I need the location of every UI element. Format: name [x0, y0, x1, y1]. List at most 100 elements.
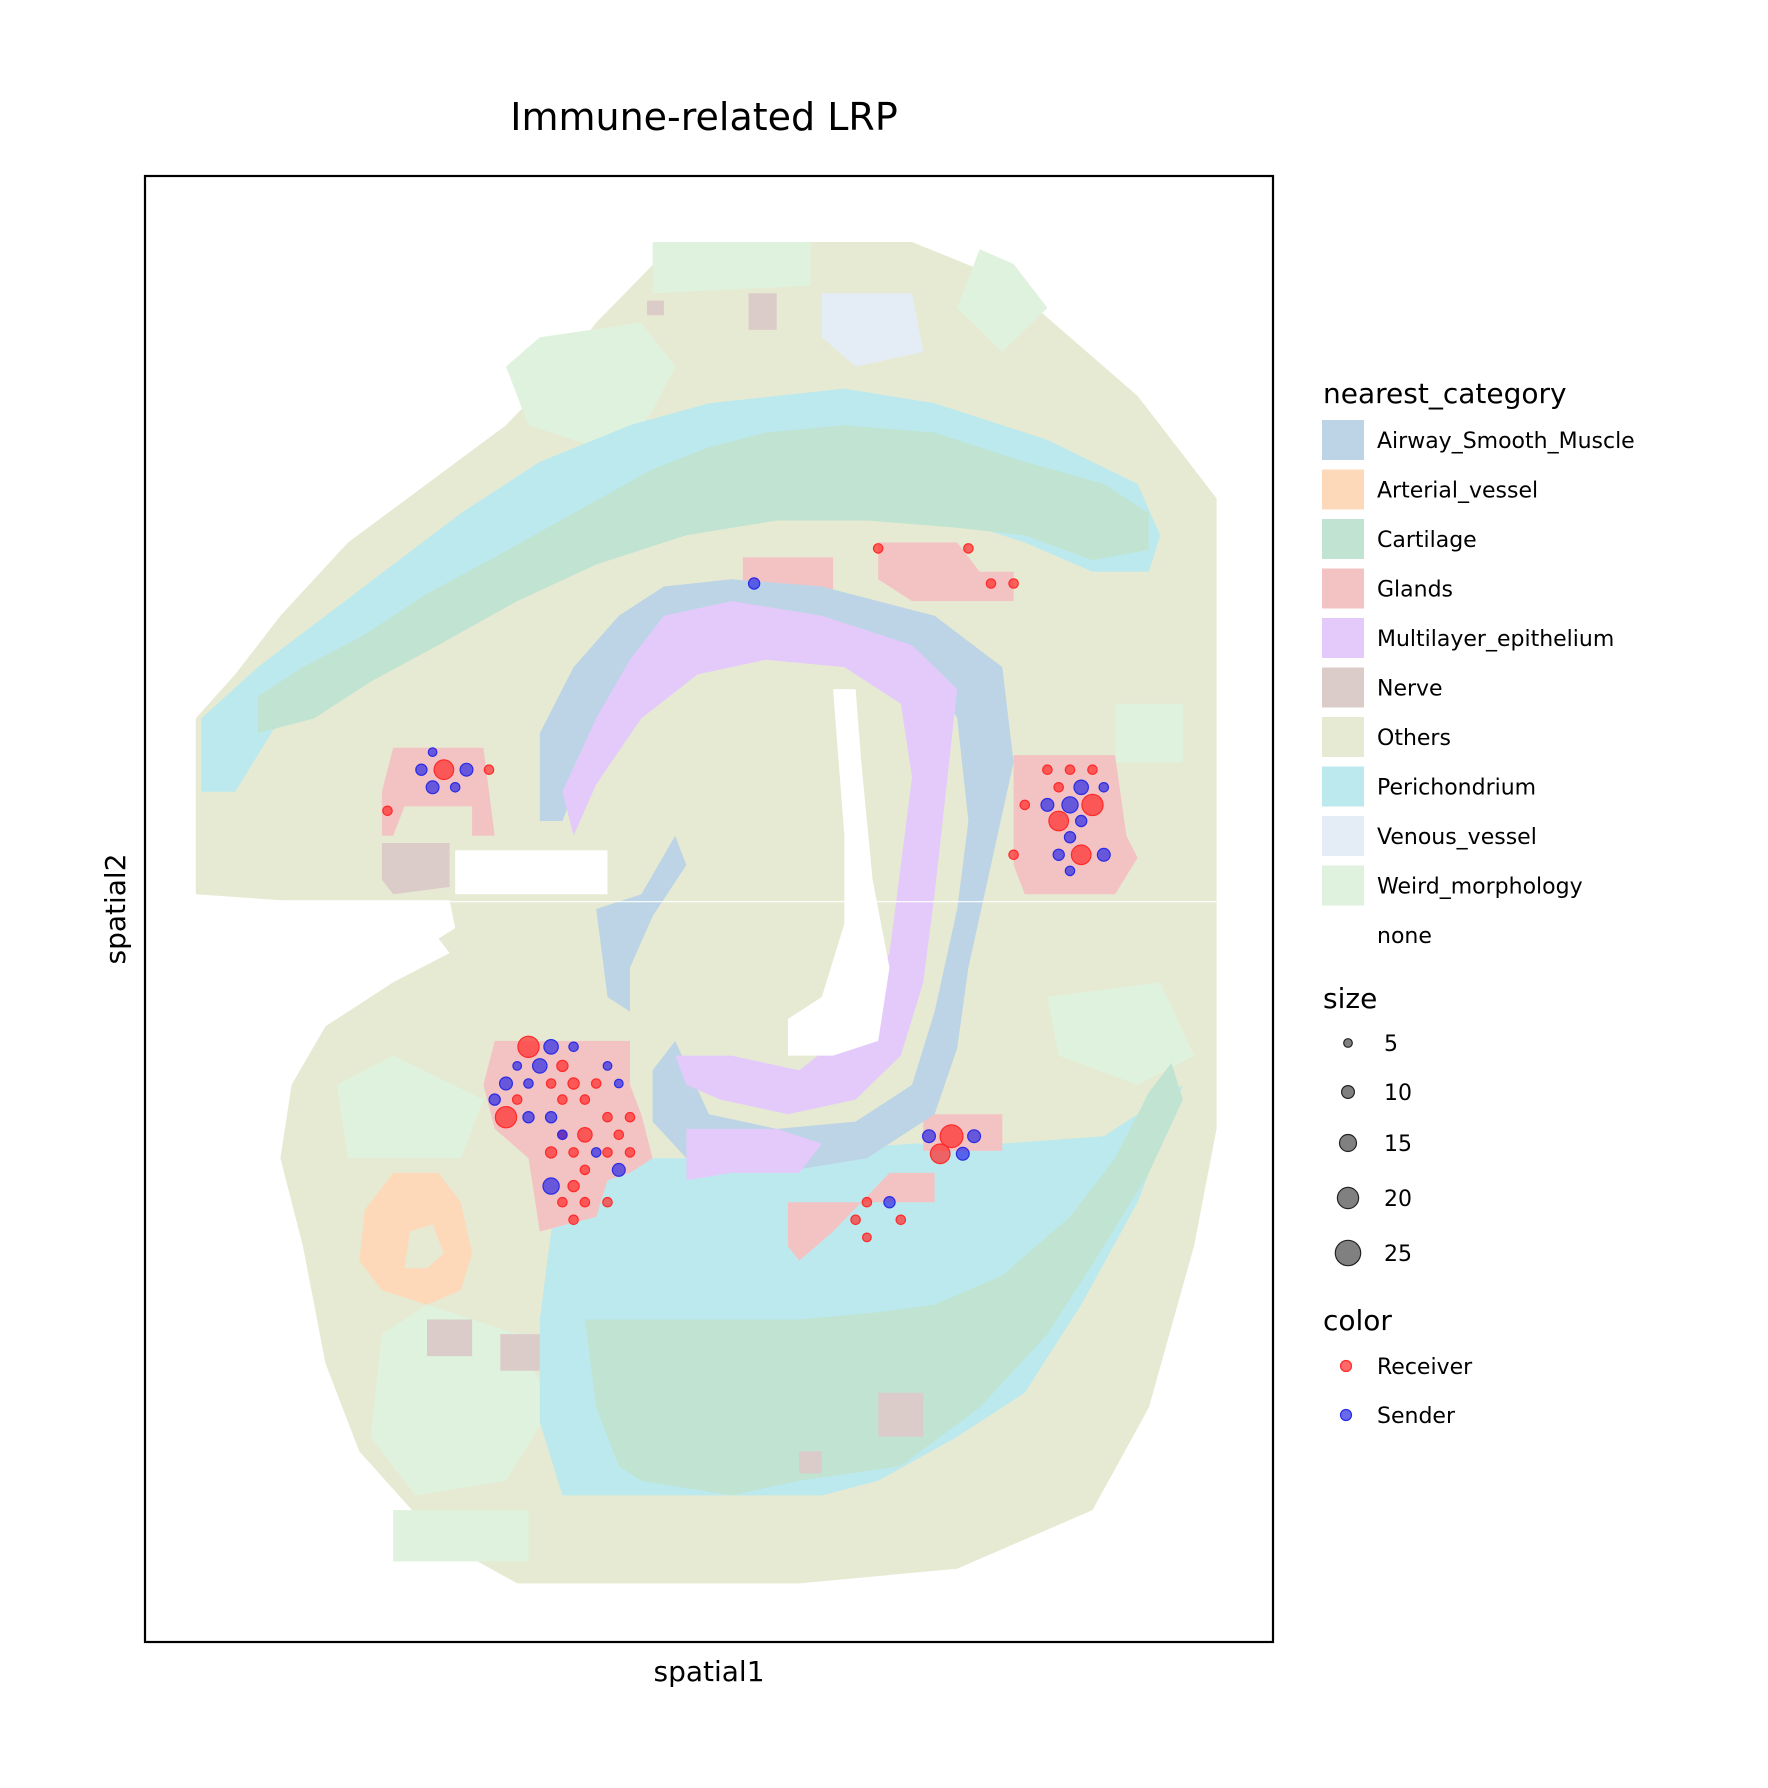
receiver-point [567, 1077, 580, 1090]
legend-label-arterial-vessel: Arterial_vessel [1377, 479, 1538, 504]
receiver-point [1070, 844, 1092, 866]
sender-point [499, 1076, 514, 1091]
receiver-point [544, 1146, 558, 1159]
sender-point [1064, 865, 1076, 877]
tissue-region-weird-morphology [957, 249, 1048, 352]
tissue-region-weird-morphology [393, 1510, 529, 1562]
sender-point [542, 1177, 560, 1195]
tissue-background [190, 242, 1217, 1584]
sender-point [1040, 797, 1055, 812]
tissue-region-none [788, 689, 890, 1056]
sender-point [449, 781, 461, 793]
receiver-point [567, 1179, 580, 1193]
receiver-point [577, 1127, 593, 1143]
size-legend-label: 10 [1384, 1081, 1412, 1106]
size-legend-marker [1343, 1038, 1353, 1048]
receiver-point [517, 1035, 540, 1059]
tissue-region-none [190, 900, 456, 1005]
tissue-region-glands [788, 1172, 935, 1261]
tissue-region-weird-morphology [506, 322, 676, 455]
sender-point [602, 1060, 613, 1071]
legend-swatch-airway-smooth-muscle [1322, 420, 1364, 460]
sender-point [523, 1078, 534, 1089]
receiver-point [624, 1111, 636, 1123]
sender-point [611, 1162, 626, 1177]
sender-point [883, 1195, 896, 1209]
receiver-point [590, 1078, 602, 1089]
legend-swatch-venous-vessel [1322, 816, 1364, 856]
legend-label-others: Others [1377, 726, 1451, 751]
receiver-point [602, 1111, 613, 1123]
tissue-region-nerve [878, 1392, 924, 1437]
legend-swatch-none [1322, 915, 1364, 955]
tissue-region-airway-smooth-muscle [596, 835, 687, 1012]
receiver-point [545, 1078, 557, 1089]
sender-point [1098, 781, 1110, 793]
sender-point [425, 780, 440, 795]
receiver-point [568, 1214, 579, 1226]
receiver-point [1053, 781, 1064, 793]
tissue-region-glands [878, 542, 1014, 602]
tissue-region-nerve [748, 293, 777, 330]
receiver-point [483, 764, 495, 775]
tissue-region-glands [483, 1040, 653, 1232]
size-legend-label: 5 [1384, 1032, 1398, 1057]
y-axis-label: spatial2 [99, 853, 132, 964]
tissue-region-weird-morphology [652, 242, 811, 294]
plot-frame [143, 174, 1275, 1644]
receiver-point [1081, 793, 1104, 817]
color-legend-label-receiver: Receiver [1377, 1355, 1473, 1380]
tissue-region-none [455, 850, 608, 895]
sender-point [512, 1060, 523, 1071]
tissue-region-multilayer-epithelium [686, 1128, 822, 1181]
legend-swatch-cartilage [1322, 519, 1364, 559]
receiver-point [579, 1196, 591, 1208]
sender-point [1052, 848, 1065, 862]
receiver-point [557, 1196, 568, 1208]
tissue-region-cartilage [257, 425, 1149, 734]
x-axis-label: spatial1 [653, 1655, 764, 1688]
sender-point [543, 1039, 559, 1055]
tissue-region-weird-morphology [1115, 703, 1183, 763]
size-legend-marker [1334, 1239, 1362, 1267]
size-legend-marker [1336, 1186, 1360, 1210]
legend-label-glands: Glands [1377, 578, 1453, 603]
receiver-point [511, 1094, 523, 1105]
receiver-point [939, 1124, 964, 1149]
sender-point [459, 762, 474, 777]
legend-label-airway-smooth-muscle: Airway_Smooth_Muscle [1377, 429, 1635, 454]
receiver-point [895, 1214, 907, 1226]
legend-swatch-glands [1322, 568, 1364, 609]
receiver-point [433, 759, 455, 781]
receiver-point [850, 1214, 861, 1226]
category-legend-title: nearest_category [1323, 377, 1567, 410]
sender-point [1096, 847, 1111, 862]
receiver-point [382, 805, 393, 817]
receiver-point [602, 1147, 613, 1158]
receiver-point [1064, 764, 1076, 775]
sender-point [955, 1146, 970, 1161]
receiver-point [579, 1094, 591, 1105]
receiver-point [568, 1147, 579, 1158]
receiver-point [1087, 764, 1098, 775]
sender-point [1061, 796, 1079, 814]
color-legend: Receiver Sender [1339, 1355, 1473, 1429]
size-legend-title: size [1323, 982, 1377, 1015]
legend-swatch-arterial-vessel [1322, 469, 1364, 510]
legend-label-none: none [1377, 924, 1432, 949]
size-legend-label: 20 [1384, 1187, 1412, 1212]
receiver-point [494, 1105, 518, 1129]
legend-swatch-nerve [1322, 667, 1364, 708]
chart-title: Immune-related LRP [510, 95, 897, 139]
size-legend: 5 10 15 20 25 [1334, 1032, 1412, 1267]
lrp-points [382, 543, 1111, 1243]
legend-label-weird-morphology: Weird_morphology [1377, 875, 1583, 900]
sender-point [488, 1093, 501, 1106]
receiver-point [862, 1232, 872, 1243]
sender-point [544, 1110, 558, 1124]
sender-point [747, 577, 761, 590]
receiver-point [985, 578, 997, 589]
legend-label-perichondrium: Perichondrium [1377, 776, 1536, 801]
tissue-region-nerve [647, 300, 664, 316]
